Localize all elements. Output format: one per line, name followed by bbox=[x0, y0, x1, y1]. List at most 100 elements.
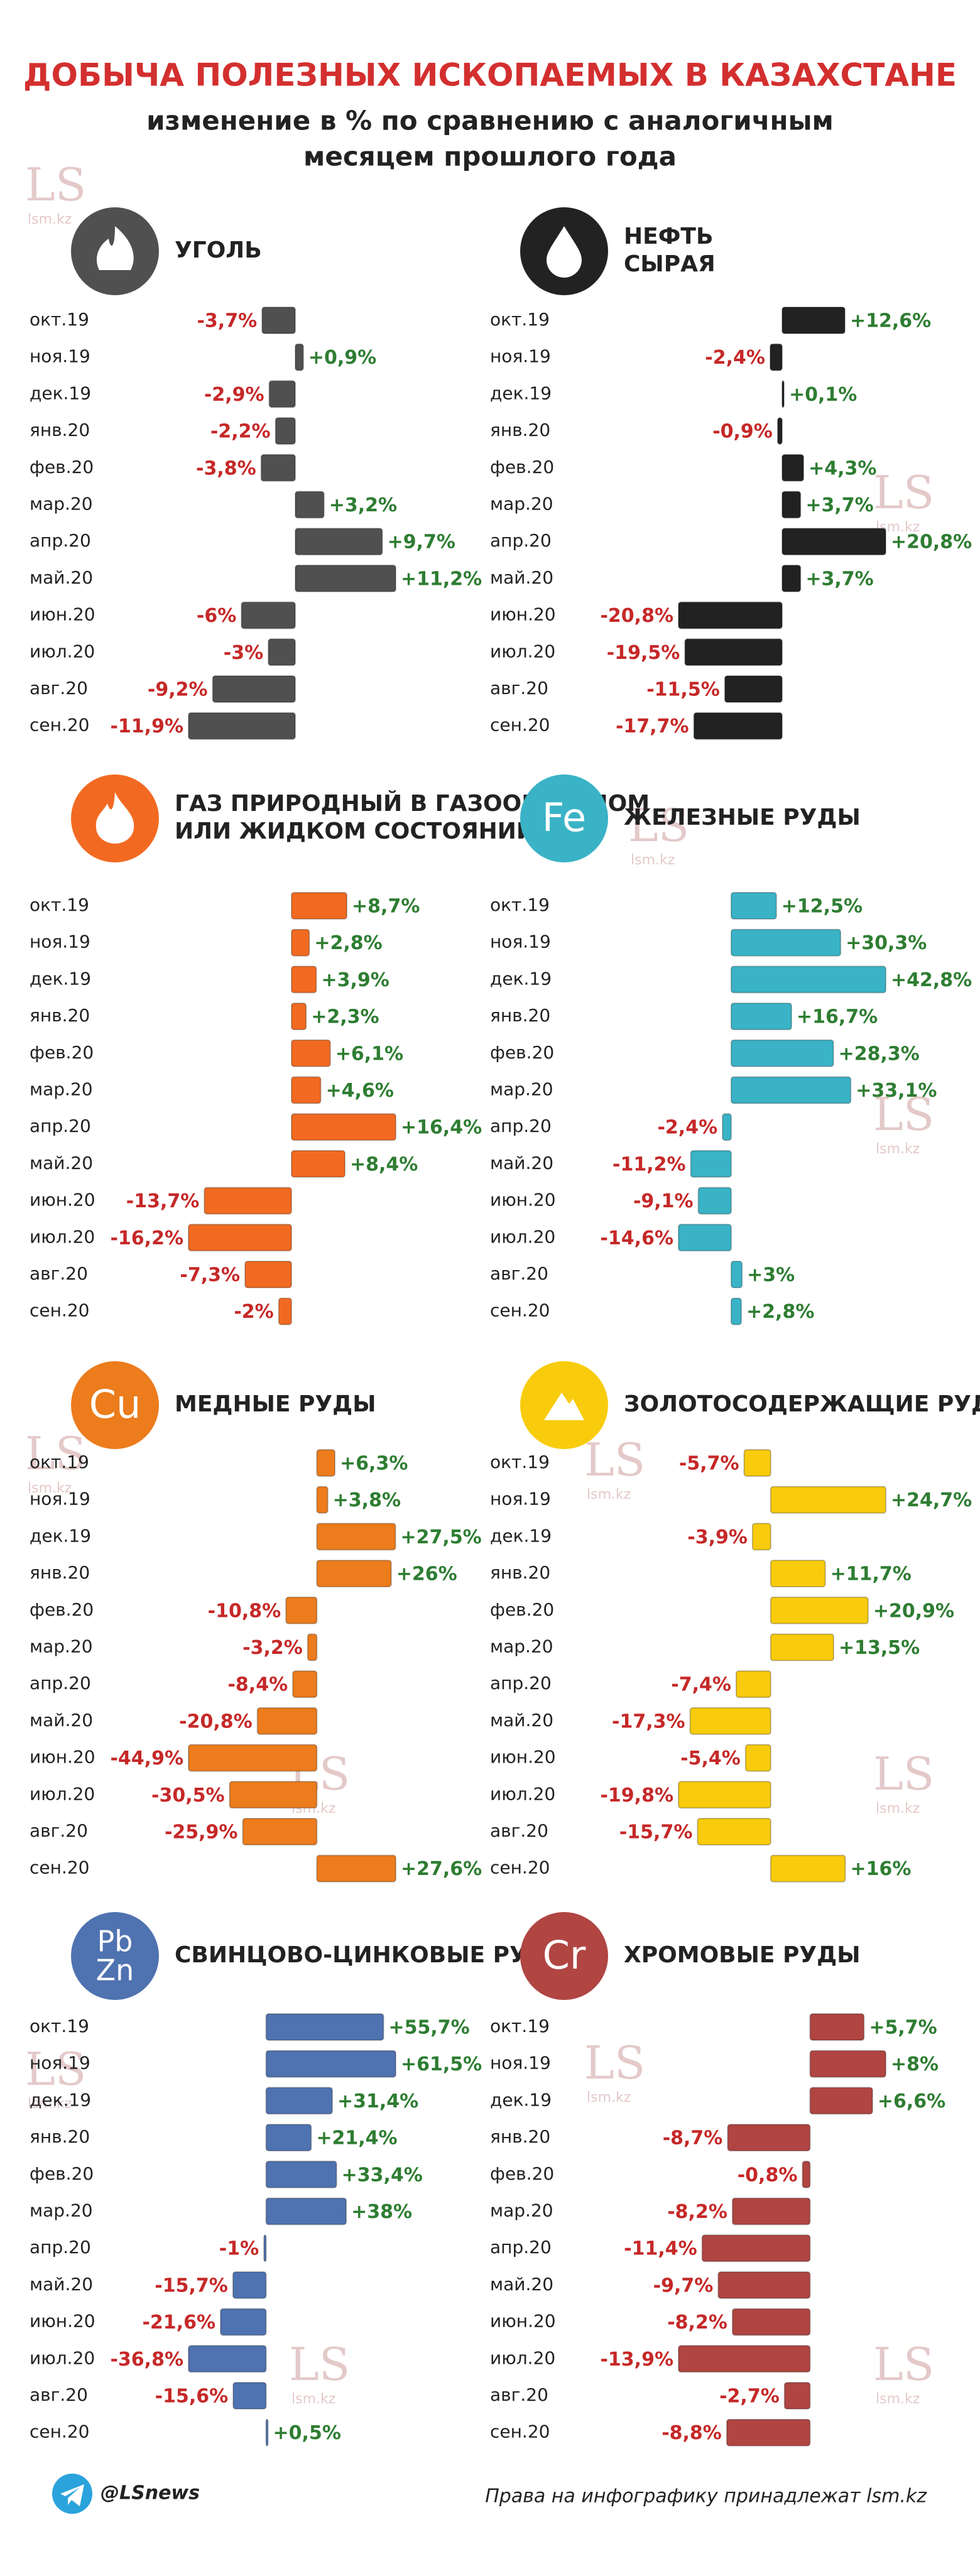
value-label: +5,7% bbox=[869, 2017, 937, 2039]
bar bbox=[290, 892, 348, 920]
category-label: мар.20 bbox=[30, 1636, 93, 1657]
bar bbox=[689, 1707, 771, 1735]
value-label: -15,7% bbox=[155, 2274, 228, 2296]
category-label: авг.20 bbox=[490, 1820, 548, 1841]
bar bbox=[290, 965, 317, 994]
value-label: -2,7% bbox=[719, 2386, 780, 2408]
bar bbox=[781, 380, 785, 408]
bar bbox=[701, 2234, 811, 2263]
bar bbox=[722, 1113, 732, 1141]
category-label: май.20 bbox=[30, 1710, 93, 1731]
category-label: авг.20 bbox=[30, 1820, 88, 1841]
bar bbox=[726, 2418, 811, 2447]
value-label: -25,9% bbox=[165, 1822, 238, 1844]
category-label: мар.20 bbox=[490, 1079, 553, 1100]
category-label: ноя.19 bbox=[490, 2053, 551, 2073]
bar bbox=[295, 491, 325, 519]
bar bbox=[678, 1224, 732, 1252]
bar bbox=[693, 712, 783, 740]
category-label: дек.19 bbox=[30, 2089, 91, 2110]
value-label: -8,2% bbox=[667, 2312, 727, 2334]
icon bbox=[71, 1361, 159, 1449]
value-label: +16% bbox=[850, 1858, 911, 1880]
watermark-site: lsm.kz bbox=[876, 1141, 920, 1157]
bar bbox=[241, 601, 296, 629]
bar bbox=[232, 2271, 267, 2299]
category-label: июн.20 bbox=[490, 1747, 556, 1768]
chart-title: НЕФТЬ bbox=[624, 224, 713, 249]
bar bbox=[684, 638, 783, 666]
value-label: +8,4% bbox=[350, 1153, 418, 1175]
value-label: -17,7% bbox=[616, 715, 689, 737]
bar bbox=[744, 1744, 771, 1772]
category-label: июл.20 bbox=[30, 1226, 95, 1247]
value-label: +4,6% bbox=[326, 1080, 394, 1102]
value-label: -5,4% bbox=[680, 1747, 741, 1769]
category-label: янв.20 bbox=[30, 420, 90, 440]
bar bbox=[268, 638, 296, 666]
watermark-site: lsm.kz bbox=[587, 1487, 631, 1503]
value-label: -11,2% bbox=[612, 1153, 686, 1175]
bar bbox=[727, 2124, 811, 2152]
bar bbox=[770, 1854, 846, 1883]
value-label: -20,8% bbox=[600, 605, 673, 627]
chart-title: СЫРАЯ bbox=[624, 251, 716, 277]
category-label: фев.20 bbox=[30, 457, 94, 477]
category-label: фев.20 bbox=[30, 1042, 94, 1063]
category-label: июн.20 bbox=[30, 2311, 95, 2332]
bar bbox=[265, 2087, 333, 2115]
icon-glyph bbox=[95, 792, 134, 844]
value-label: +30,3% bbox=[846, 932, 927, 954]
category-label: мар.20 bbox=[490, 1636, 553, 1657]
value-label: +16,7% bbox=[797, 1006, 878, 1028]
bar bbox=[263, 2234, 267, 2263]
category-label: июл.20 bbox=[490, 1783, 555, 1804]
bar bbox=[809, 2087, 873, 2115]
value-label: -19,5% bbox=[607, 642, 680, 664]
category-label: апр.20 bbox=[490, 1673, 552, 1693]
value-label: -16,2% bbox=[110, 1227, 183, 1249]
category-label: янв.20 bbox=[490, 2126, 550, 2147]
category-label: ноя.19 bbox=[490, 1489, 551, 1509]
category-label: мар.20 bbox=[30, 494, 93, 514]
bar bbox=[265, 2197, 347, 2225]
value-label: -10,8% bbox=[208, 1600, 281, 1622]
category-label: апр.20 bbox=[30, 1116, 91, 1136]
category-label: сен.20 bbox=[30, 715, 89, 736]
category-label: июл.20 bbox=[30, 2347, 95, 2368]
bar bbox=[717, 2271, 811, 2299]
bar bbox=[188, 1744, 318, 1772]
footer-rights: Права на инфографику принадлежат lsm.kz bbox=[485, 2486, 927, 2508]
category-label: авг.20 bbox=[30, 2384, 88, 2405]
category-label: авг.20 bbox=[30, 1263, 88, 1284]
value-label: -7,3% bbox=[180, 1264, 240, 1286]
bar bbox=[204, 1187, 292, 1215]
icon-text: Cr bbox=[543, 1932, 586, 1978]
bar bbox=[770, 1560, 826, 1588]
value-label: -11,9% bbox=[110, 715, 183, 737]
value-label: -30,5% bbox=[151, 1785, 225, 1807]
category-label: янв.20 bbox=[30, 1562, 90, 1583]
watermark-site: lsm.kz bbox=[587, 2090, 631, 2106]
subtitle: месяцем прошлого года bbox=[303, 141, 677, 172]
category-label: апр.20 bbox=[30, 2237, 91, 2258]
watermark-site: lsm.kz bbox=[876, 2391, 920, 2407]
bar bbox=[188, 2345, 267, 2373]
value-label: +8% bbox=[891, 2053, 939, 2075]
category-label: сен.20 bbox=[490, 2421, 550, 2442]
category-label: июн.20 bbox=[490, 604, 556, 625]
category-label: апр.20 bbox=[490, 530, 552, 551]
bar bbox=[730, 1297, 743, 1325]
category-label: фев.20 bbox=[30, 2163, 94, 2184]
category-label: авг.20 bbox=[490, 1263, 548, 1284]
icon-text: Zn bbox=[96, 1954, 134, 1987]
value-label: -20,8% bbox=[179, 1710, 253, 1732]
bar bbox=[316, 1523, 396, 1551]
value-label: +2,3% bbox=[311, 1006, 379, 1028]
value-label: +13,5% bbox=[839, 1637, 920, 1659]
value-label: +4,3% bbox=[808, 457, 876, 479]
bar bbox=[316, 1560, 392, 1588]
bar bbox=[730, 892, 777, 920]
chart-title: ЗОЛОТОСОДЕРЖАЩИЕ РУДЫ bbox=[624, 1391, 980, 1417]
